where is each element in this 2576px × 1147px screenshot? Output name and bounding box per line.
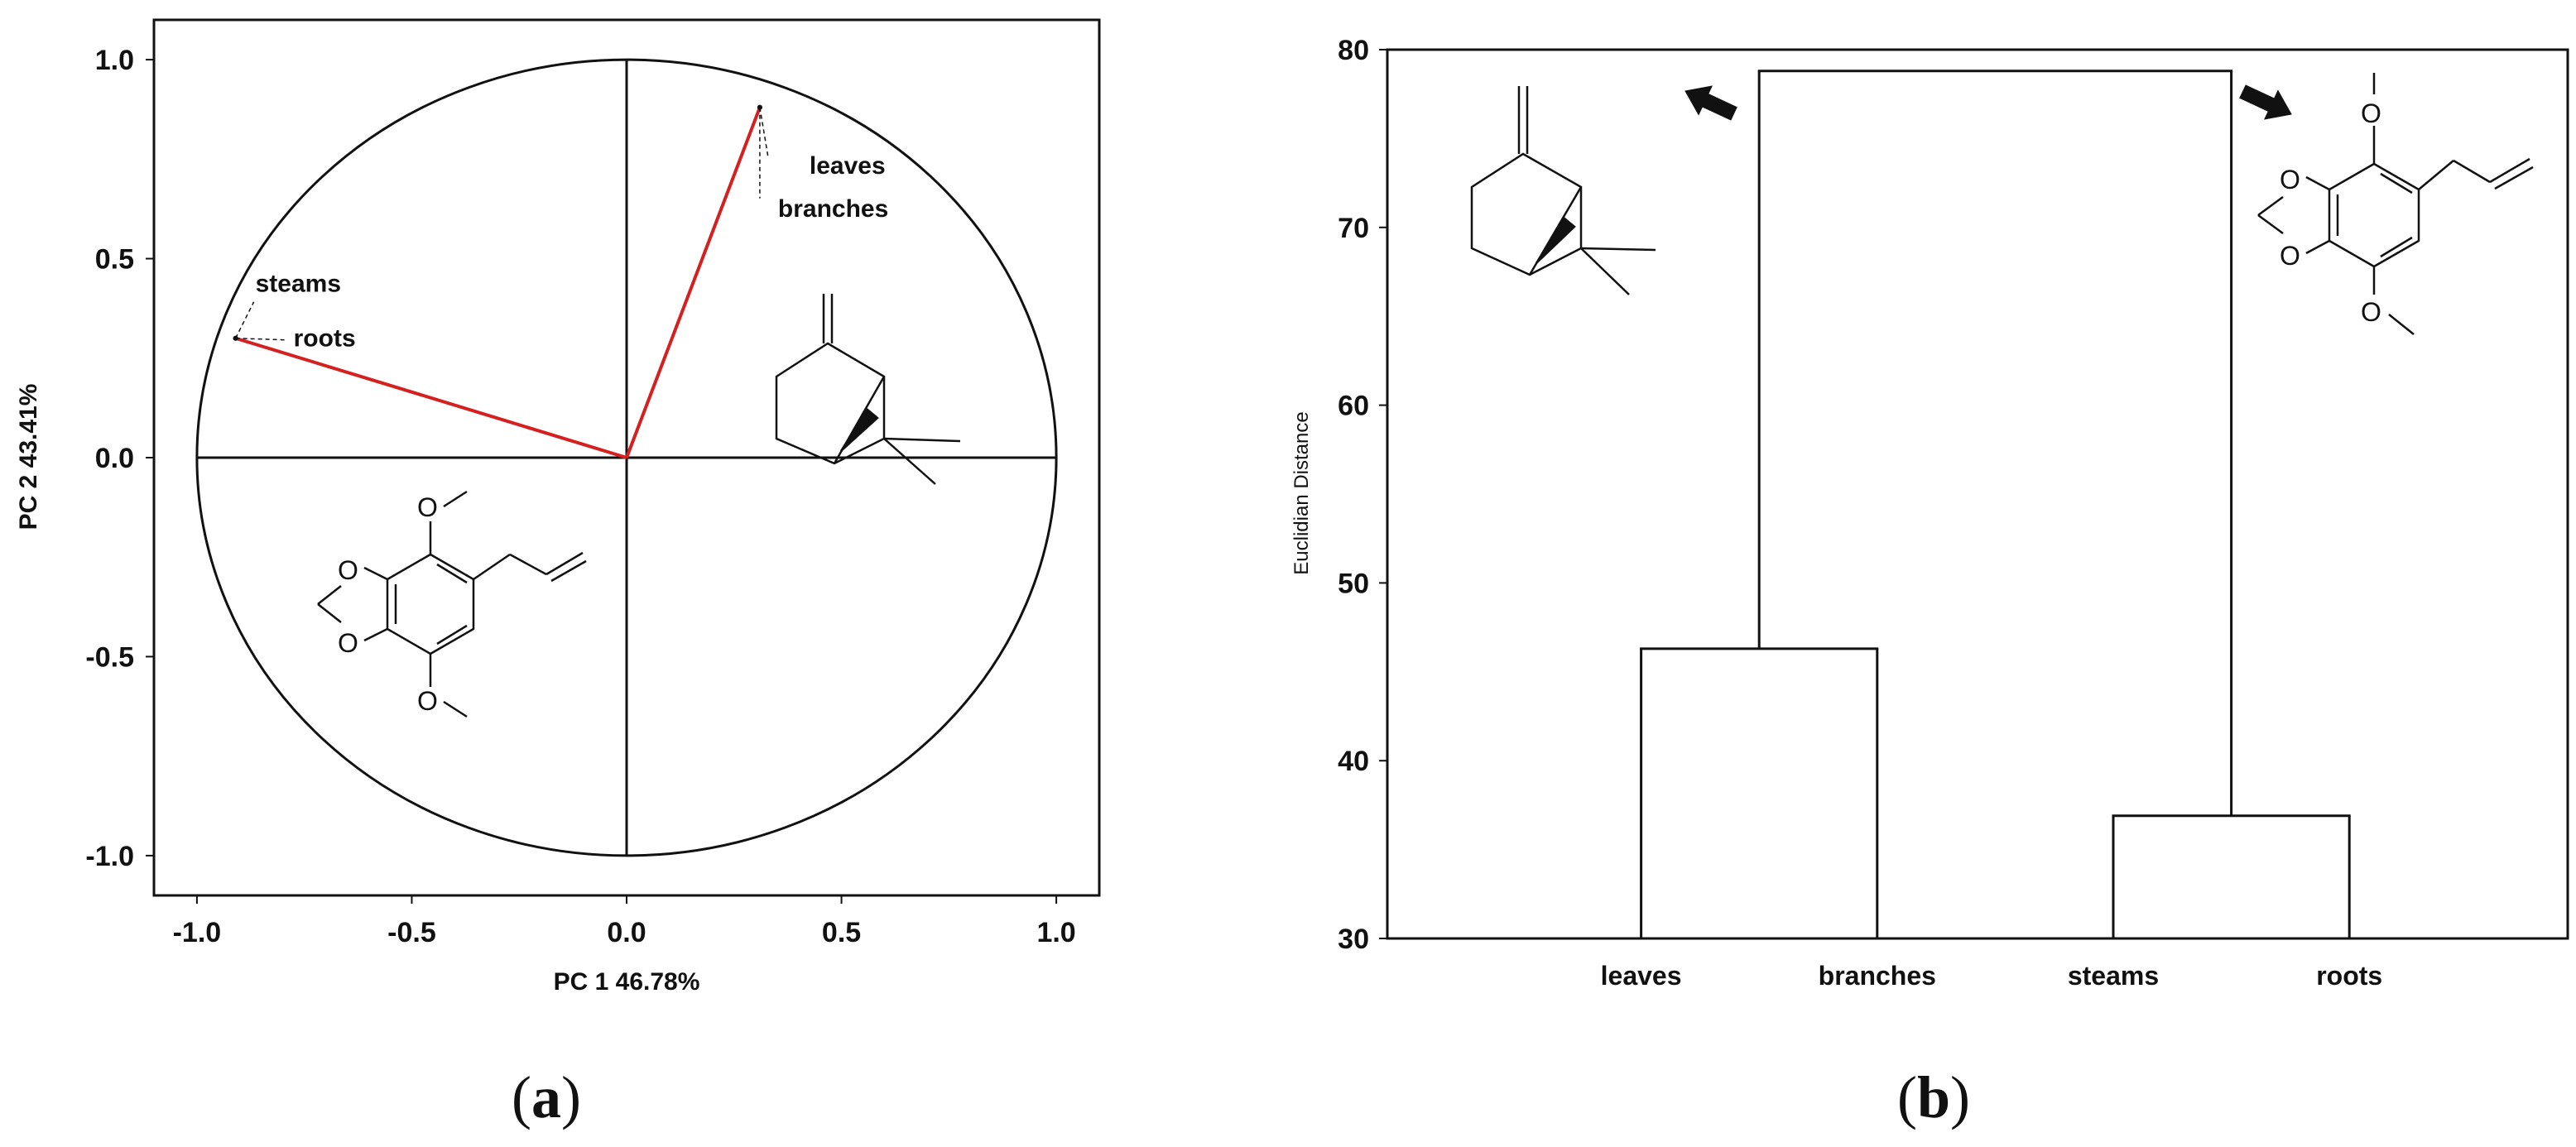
dendrogram-y-tick-label: 70 [1338, 213, 1369, 244]
dendrogram-y-tick-label: 40 [1338, 746, 1369, 777]
beta-pinene-structure-icon [775, 294, 961, 485]
arrow-left-icon [1684, 85, 1737, 121]
pca-y-tick-label: -1.0 [85, 841, 134, 872]
pca-y-tick-label: 0.5 [95, 244, 134, 276]
pca-y-axis-label: PC 2 43.41% [15, 384, 42, 530]
svg-text:O: O [2280, 165, 2300, 194]
pca-point-label-steams: steams [256, 271, 341, 298]
dendrogram-leaf-label-leaves: leaves [1601, 961, 1682, 991]
pca-x-tick-label: -1.0 [173, 917, 222, 948]
dendrogram-tree [1640, 70, 2351, 938]
svg-text:O: O [338, 628, 358, 658]
dendrogram-axis-ticks: 30 40 50 60 70 80 [1338, 35, 1387, 955]
pca-label-leader-steams [234, 301, 255, 339]
dendrogram-y-axis-label: Euclidian Distance [1290, 411, 1313, 574]
pca-plot-area: leaves branches steams roots [195, 58, 1058, 857]
pca-point-label-branches: branches [778, 195, 888, 223]
svg-text:O: O [2361, 98, 2381, 128]
svg-text:O: O [338, 555, 358, 585]
dendrogram-leaf-label-roots: roots [2316, 961, 2382, 991]
pca-point-label-roots: roots [294, 325, 356, 353]
svg-text:O: O [417, 492, 438, 522]
pca-x-tick-label: -0.5 [387, 917, 436, 948]
pca-axis-ticks: -1.0 -0.5 0.0 0.5 1.0 -1.0 -0.5 0.0 0.5 1.0 [85, 45, 1075, 948]
pca-point-label-leaves: leaves [810, 152, 886, 180]
panel-a-label: (a) [512, 1064, 581, 1130]
dendrogram-leaf-label-steams: steams [2068, 961, 2159, 991]
pca-point-branches [757, 104, 762, 110]
pca-x-tick-label: 0.0 [607, 917, 646, 948]
pca-x-tick-label: 1.0 [1036, 917, 1075, 948]
dendrogram-y-tick-label: 60 [1338, 391, 1369, 422]
pca-point-roots [233, 335, 238, 341]
pca-label-leader-leaves [759, 107, 769, 157]
pca-label-leader-roots [235, 337, 286, 341]
pca-x-tick-label: 0.5 [822, 917, 861, 948]
dillapiole-structure-icon: O O O O [317, 490, 587, 718]
svg-text:O: O [2361, 297, 2381, 327]
dendrogram-y-tick-label: 30 [1338, 924, 1369, 955]
pca-y-tick-label: 0.0 [95, 443, 134, 474]
pca-y-tick-label: -0.5 [85, 641, 134, 673]
dendrogram-leaf-labels: leaves branches steams roots [1601, 961, 2383, 991]
dendrogram-leaf-label-branches: branches [1819, 961, 1936, 991]
pca-loading-vector [235, 336, 627, 459]
dendrogram-plot-frame [1386, 48, 2569, 940]
panel-b-label: (b) [1897, 1064, 1970, 1130]
pca-x-axis-label: PC 1 46.78% [554, 968, 700, 996]
arrow-right-icon [2239, 84, 2292, 120]
pca-chart: -1.0 -0.5 0.0 0.5 1.0 -1.0 -0.5 0.0 0.5 1.0 leave… [15, 18, 1101, 1130]
dillapiole-structure-icon: O O O O [2257, 73, 2534, 335]
svg-text:O: O [2280, 241, 2300, 271]
pca-loading-vector [625, 107, 762, 458]
dendrogram-chart: 30 40 50 60 70 80 leaves branches steams roots E… [1290, 35, 2569, 1130]
dendrogram-y-tick-label: 50 [1338, 568, 1369, 599]
dendrogram-y-tick-label: 80 [1338, 35, 1369, 66]
beta-pinene-structure-icon [1470, 86, 1656, 295]
svg-text:O: O [417, 686, 438, 716]
pca-y-tick-label: 1.0 [95, 45, 134, 76]
